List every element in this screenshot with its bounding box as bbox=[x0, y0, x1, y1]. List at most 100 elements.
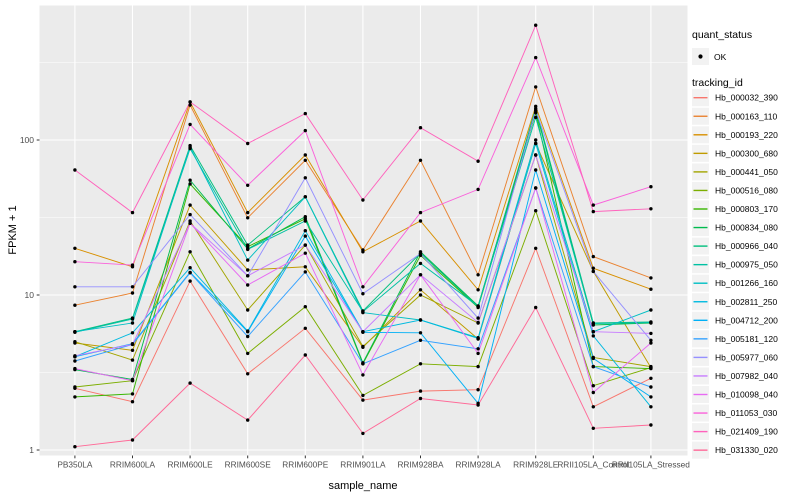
data-point bbox=[188, 271, 192, 275]
data-point bbox=[188, 266, 192, 270]
data-point bbox=[246, 283, 250, 287]
data-point bbox=[418, 210, 423, 215]
data-point bbox=[303, 251, 307, 255]
legend-title-tracking-id: tracking_id bbox=[692, 77, 743, 89]
data-point bbox=[246, 418, 250, 422]
data-point bbox=[188, 221, 192, 225]
data-point bbox=[591, 266, 595, 270]
data-point bbox=[188, 178, 192, 182]
data-point bbox=[130, 317, 135, 321]
data-point bbox=[246, 216, 250, 220]
data-point bbox=[361, 393, 365, 398]
y-tick-label: 10 bbox=[25, 290, 35, 300]
data-point bbox=[361, 285, 365, 289]
data-point bbox=[303, 353, 307, 357]
data-point bbox=[649, 338, 653, 342]
chart-panel bbox=[39, 5, 688, 456]
x-tick-label: RRII105LA_Control bbox=[557, 460, 629, 470]
data-point bbox=[418, 338, 423, 342]
data-point bbox=[188, 103, 192, 107]
data-point bbox=[303, 128, 307, 133]
data-point bbox=[130, 210, 135, 215]
data-point bbox=[303, 234, 307, 238]
data-point bbox=[476, 403, 480, 407]
data-point bbox=[130, 392, 135, 396]
data-point bbox=[418, 158, 423, 162]
legend-item-label: Hb_000834_080 bbox=[715, 223, 778, 233]
data-point bbox=[303, 305, 307, 309]
x-axis-title: sample_name bbox=[328, 480, 398, 492]
legend-label-ok: OK bbox=[714, 52, 727, 62]
data-point bbox=[130, 342, 135, 347]
data-point bbox=[591, 384, 595, 388]
legend-item-label: Hb_007982_040 bbox=[715, 371, 778, 381]
data-point bbox=[188, 381, 192, 385]
x-tick-label: RRIM928LA bbox=[455, 460, 501, 470]
data-point bbox=[476, 273, 480, 277]
data-point bbox=[130, 331, 135, 335]
data-point bbox=[188, 250, 192, 254]
data-point bbox=[303, 158, 307, 162]
data-point bbox=[649, 385, 653, 389]
data-point bbox=[591, 209, 595, 214]
data-point bbox=[534, 55, 538, 60]
data-point bbox=[130, 400, 135, 404]
data-point bbox=[591, 334, 595, 338]
data-point bbox=[534, 168, 538, 172]
data-point bbox=[649, 308, 653, 312]
legend-item-label: Hb_000032_390 bbox=[715, 93, 778, 103]
data-point bbox=[534, 108, 538, 113]
data-point bbox=[418, 318, 423, 322]
x-tick-label: RRIM600SE bbox=[225, 460, 272, 470]
data-point bbox=[649, 376, 653, 380]
data-point bbox=[188, 122, 192, 127]
data-point bbox=[649, 366, 653, 371]
legend-item-label: Hb_000975_050 bbox=[715, 260, 778, 270]
x-tick-label: RRIM928BA bbox=[397, 460, 444, 470]
data-point bbox=[246, 351, 250, 356]
data-point bbox=[476, 304, 480, 308]
data-point bbox=[476, 351, 480, 356]
legend-item-label: Hb_000803_170 bbox=[715, 204, 778, 214]
data-point bbox=[476, 159, 480, 163]
data-point bbox=[361, 292, 365, 296]
data-point bbox=[246, 334, 250, 339]
data-point bbox=[73, 168, 77, 172]
data-point bbox=[649, 276, 653, 280]
data-point bbox=[361, 330, 365, 334]
data-point bbox=[591, 330, 595, 334]
data-point bbox=[476, 316, 480, 320]
data-point bbox=[591, 356, 595, 361]
data-point bbox=[246, 183, 250, 187]
data-point bbox=[361, 362, 365, 366]
data-point bbox=[534, 153, 538, 157]
data-point bbox=[418, 389, 423, 393]
data-point bbox=[188, 279, 192, 283]
legend-item-label: Hb_000966_040 bbox=[715, 241, 778, 251]
data-point bbox=[591, 405, 595, 409]
data-point bbox=[188, 145, 192, 149]
data-point bbox=[591, 269, 595, 274]
data-point bbox=[246, 258, 250, 262]
legend-item-label: Hb_021409_190 bbox=[715, 427, 778, 437]
data-point bbox=[418, 362, 423, 366]
data-point bbox=[534, 115, 538, 120]
legend-item-label: Hb_005977_060 bbox=[715, 352, 778, 362]
data-point bbox=[361, 373, 365, 377]
data-point bbox=[361, 398, 365, 402]
data-point bbox=[246, 210, 250, 215]
data-point bbox=[246, 372, 250, 376]
y-tick-label: 100 bbox=[20, 135, 34, 145]
ok-point-icon bbox=[698, 54, 703, 59]
data-point bbox=[303, 243, 307, 247]
data-point bbox=[73, 354, 77, 358]
data-point bbox=[534, 209, 538, 213]
x-tick-label: RRIM928LE bbox=[513, 460, 559, 470]
data-point bbox=[418, 261, 423, 266]
data-point bbox=[73, 395, 77, 399]
data-point bbox=[591, 390, 595, 395]
x-tick-label: RRIM600LA bbox=[110, 460, 156, 470]
legend-item-label: Hb_000163_110 bbox=[715, 111, 778, 121]
data-point bbox=[246, 243, 250, 247]
